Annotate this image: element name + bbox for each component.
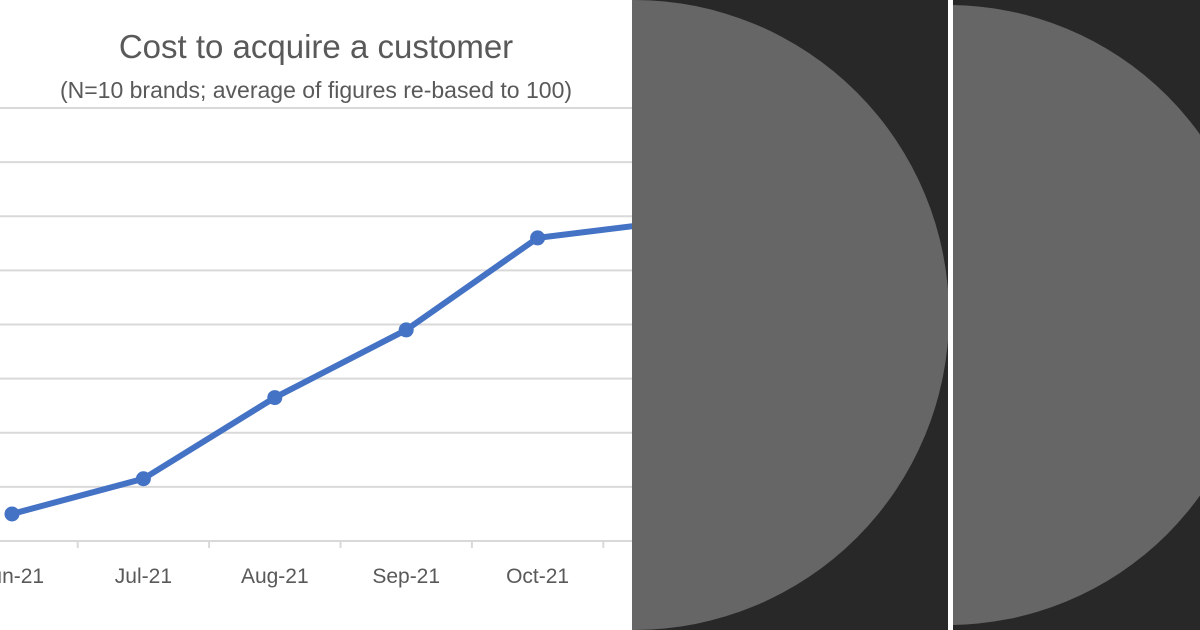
right-shape-clip <box>953 0 1200 630</box>
dark-panel <box>632 0 1200 630</box>
panel-divider <box>948 0 953 630</box>
data-points <box>4 230 546 522</box>
data-point-Oct-21 <box>530 230 546 246</box>
series-line <box>11 223 632 517</box>
half-circle-shape-right <box>953 5 1200 625</box>
x-tick-label: Jul-21 <box>115 565 172 588</box>
series-line-path <box>11 223 632 517</box>
data-point-Jun-21 <box>4 506 20 522</box>
data-point-Jul-21 <box>135 471 151 487</box>
x-axis <box>0 540 632 548</box>
x-tick-label: Jun-21 <box>0 565 44 588</box>
x-tick-label: Aug-21 <box>241 565 309 588</box>
chart-subtitle: (N=10 brands; average of figures re-base… <box>59 77 573 103</box>
x-tick-label: Oct-21 <box>506 565 569 588</box>
gridlines <box>0 107 632 542</box>
data-point-Aug-21 <box>267 390 283 406</box>
x-tick-label: Sep-21 <box>372 565 440 588</box>
left-shape-clip <box>632 0 948 630</box>
data-point-Sep-21 <box>398 322 414 338</box>
half-circle-shape-left <box>632 0 948 630</box>
chart-title: Cost to acquire a customer <box>118 28 514 65</box>
